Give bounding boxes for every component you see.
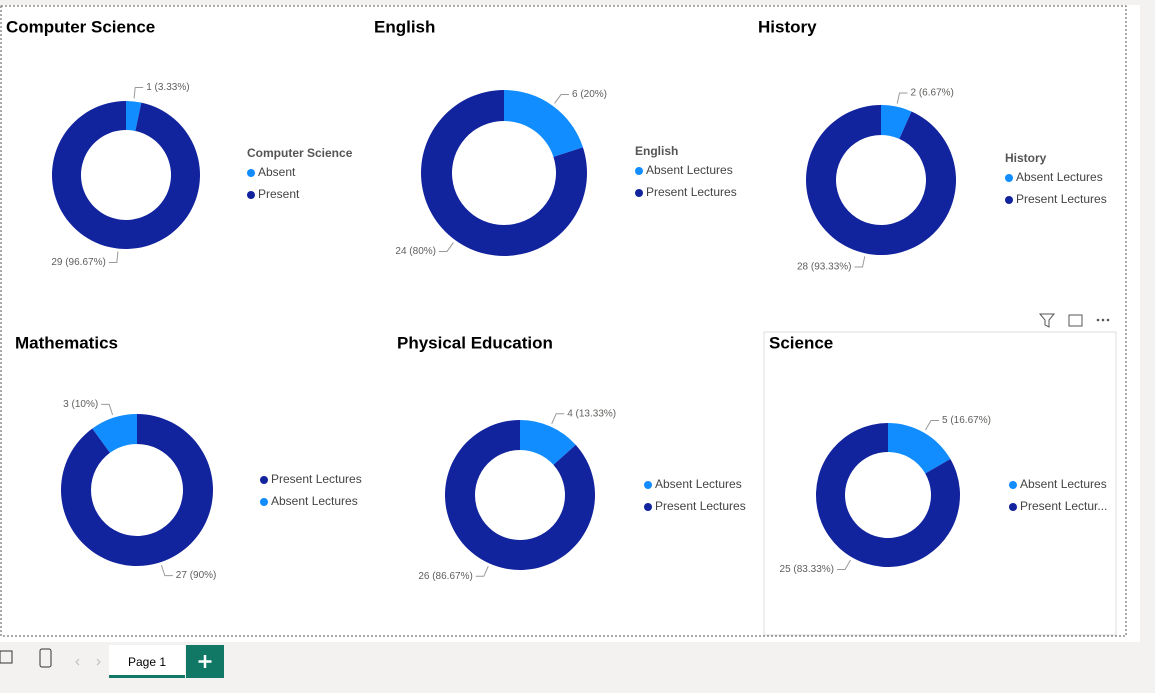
selected-visual-border	[763, 331, 1117, 636]
donut-slice	[126, 101, 142, 131]
donut-slice	[888, 422, 951, 474]
filter-icon[interactable]	[1038, 313, 1056, 328]
chart-title: Science	[769, 333, 833, 352]
donut-slice	[92, 414, 137, 453]
leader-line	[133, 86, 144, 99]
legend-marker	[260, 476, 268, 484]
legend-label: Absent Lectures	[646, 163, 733, 177]
legend-marker	[247, 191, 255, 199]
visual-header-icons[interactable]	[1038, 313, 1110, 328]
donut-slice	[881, 105, 912, 139]
focus-icon[interactable]	[1068, 314, 1083, 327]
desktop-view-icon[interactable]	[0, 650, 13, 664]
leader-line	[160, 564, 173, 577]
legend-label: Present Lectures	[655, 499, 746, 513]
legend-marker	[247, 169, 255, 177]
leader-line	[108, 251, 119, 264]
legend-label: Absent	[258, 165, 296, 179]
legend-label: Present Lectur...	[1020, 499, 1107, 513]
data-label: 29 (96.67%)	[51, 257, 105, 268]
donut-slice	[444, 420, 595, 570]
legend-label: Absent Lectures	[655, 477, 742, 491]
leader-line	[554, 94, 570, 104]
data-label: 3 (10%)	[63, 399, 98, 410]
page-nav-arrows[interactable]	[75, 658, 101, 666]
donut-slice	[421, 90, 587, 256]
data-label: 6 (20%)	[572, 89, 607, 100]
leader-line	[837, 559, 851, 570]
chart-title: Computer Science	[6, 17, 155, 36]
donut-slice	[60, 414, 214, 566]
legend-label: Absent Lectures	[1016, 170, 1103, 184]
data-label: 4 (13.33%)	[567, 408, 616, 419]
more-icon[interactable]	[1096, 318, 1110, 322]
data-label: 28 (93.33%)	[797, 262, 851, 273]
data-label: 26 (86.67%)	[418, 571, 472, 582]
mobile-view-icon[interactable]	[39, 648, 52, 668]
donut-slice	[520, 420, 576, 465]
legend-label: Present Lectures	[646, 185, 737, 199]
data-label: 5 (16.67%)	[942, 415, 991, 426]
donut-slice	[52, 101, 201, 250]
legend-marker	[260, 498, 268, 506]
legend-marker	[1005, 174, 1013, 182]
donut-slice	[806, 104, 956, 255]
legend-title: History	[1005, 151, 1047, 165]
legend-label: Present Lectures	[1016, 192, 1107, 206]
legend-marker	[635, 167, 643, 175]
leader-line	[551, 413, 565, 424]
legend-title: English	[635, 144, 678, 158]
leader-line	[101, 403, 114, 416]
legend-label: Absent Lectures	[271, 494, 358, 508]
chart-title: Mathematics	[15, 333, 118, 352]
data-label: 1 (3.33%)	[146, 82, 189, 93]
page-tab[interactable]	[109, 645, 185, 677]
data-label: 27 (90%)	[176, 570, 217, 581]
leader-line	[925, 420, 939, 431]
canvas-border	[0, 5, 1127, 637]
data-label: 2 (6.67%)	[911, 88, 954, 99]
legend-marker	[644, 503, 652, 511]
leader-line	[475, 566, 489, 577]
page-tab-label[interactable]: Page 1	[128, 655, 166, 669]
page-tab-underline	[109, 675, 185, 678]
legend-marker	[644, 481, 652, 489]
chart-title: History	[758, 17, 817, 36]
data-label: 25 (83.33%)	[780, 564, 834, 575]
legend-label: Present Lectures	[271, 472, 362, 486]
legend-marker	[1005, 196, 1013, 204]
ribbon-edge	[0, 0, 1155, 5]
chart-title: Physical Education	[397, 333, 553, 352]
legend-title: Computer Science	[247, 146, 353, 160]
legend-label: Absent Lectures	[1020, 477, 1107, 491]
legend-marker	[1009, 481, 1017, 489]
leader-line	[896, 92, 908, 104]
leader-line	[854, 256, 866, 268]
add-page-icon	[198, 655, 212, 668]
data-label: 24 (80%)	[395, 246, 436, 257]
scrollbar[interactable]	[1140, 5, 1155, 645]
donut-slice	[504, 90, 583, 157]
legend-marker	[1009, 503, 1017, 511]
donut-slice	[816, 423, 960, 567]
leader-line	[438, 242, 454, 252]
legend-label: Present	[258, 187, 300, 201]
legend-marker	[635, 189, 643, 197]
chart-title: English	[374, 17, 435, 36]
